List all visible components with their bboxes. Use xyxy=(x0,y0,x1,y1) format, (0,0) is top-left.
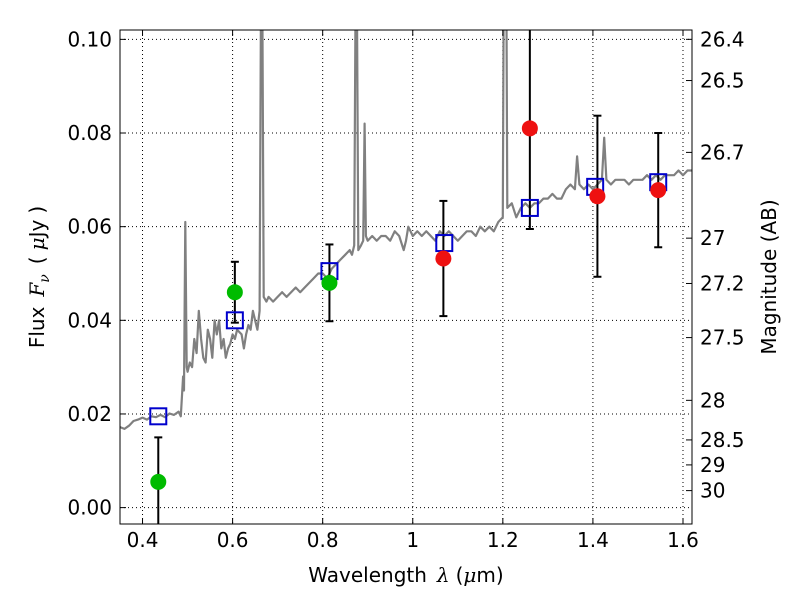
x-tick-label: 1.6 xyxy=(667,528,699,552)
green-flux-point xyxy=(150,473,167,490)
red-flux-point xyxy=(650,182,667,199)
plot-frame xyxy=(119,29,693,525)
magnitude-tick-label: 30 xyxy=(700,479,725,503)
green-flux-point xyxy=(226,284,243,301)
magnitude-tick-label: 27 xyxy=(700,226,725,250)
y-tick-label: 0.00 xyxy=(67,496,112,520)
x-tick-label: 1 xyxy=(406,528,419,552)
model-flux-square xyxy=(520,198,539,217)
red-flux-point xyxy=(435,250,452,267)
y-tick-label: 0.10 xyxy=(67,27,112,51)
model-flux-square xyxy=(225,311,244,330)
x-axis: 0.4 0.6 0.8 1 1.2 1.4 1.6 xyxy=(127,30,699,552)
plot-background xyxy=(120,30,692,524)
x-axis-label: Wavelength λ (μm) xyxy=(308,563,503,587)
magnitude-tick-label: 26.7 xyxy=(700,140,745,164)
plot-area xyxy=(120,30,692,524)
magnitude-tick-label: 29 xyxy=(700,453,725,477)
magnitude-tick-label: 28 xyxy=(700,388,725,412)
magnitude-tick-label: 26.5 xyxy=(700,69,745,93)
magnitude-axis-label: Magnitude (AB) xyxy=(757,199,781,354)
x-tick-label: 0.6 xyxy=(217,528,249,552)
y-tick-label: 0.06 xyxy=(67,215,112,239)
x-tick-label: 0.8 xyxy=(307,528,339,552)
green-flux-point xyxy=(321,274,338,291)
y-tick-label: 0.02 xyxy=(67,402,112,426)
y-axis: 0.00 0.02 0.04 0.06 0.08 0.10 xyxy=(67,27,126,520)
model-flux-square xyxy=(149,407,168,426)
x-tick-label: 1.4 xyxy=(577,528,609,552)
magnitude-tick-label: 26.4 xyxy=(700,27,745,51)
spectrum-line xyxy=(120,30,692,430)
y-tick-label: 0.08 xyxy=(67,121,112,145)
model-flux-squares xyxy=(149,173,668,426)
observed-flux-points xyxy=(150,120,667,490)
magnitude-tick-label: 27.5 xyxy=(700,326,745,350)
magnitude-tick-label: 27.2 xyxy=(700,271,745,295)
y-tick-label: 0.04 xyxy=(67,308,112,332)
red-flux-point xyxy=(521,120,538,137)
x-tick-label: 1.2 xyxy=(487,528,519,552)
x-tick-label: 0.4 xyxy=(127,528,159,552)
red-flux-point xyxy=(589,188,606,205)
magnitude-tick-label: 28.5 xyxy=(700,428,745,452)
y-axis-label: FluxFν(μJy) xyxy=(25,206,53,348)
